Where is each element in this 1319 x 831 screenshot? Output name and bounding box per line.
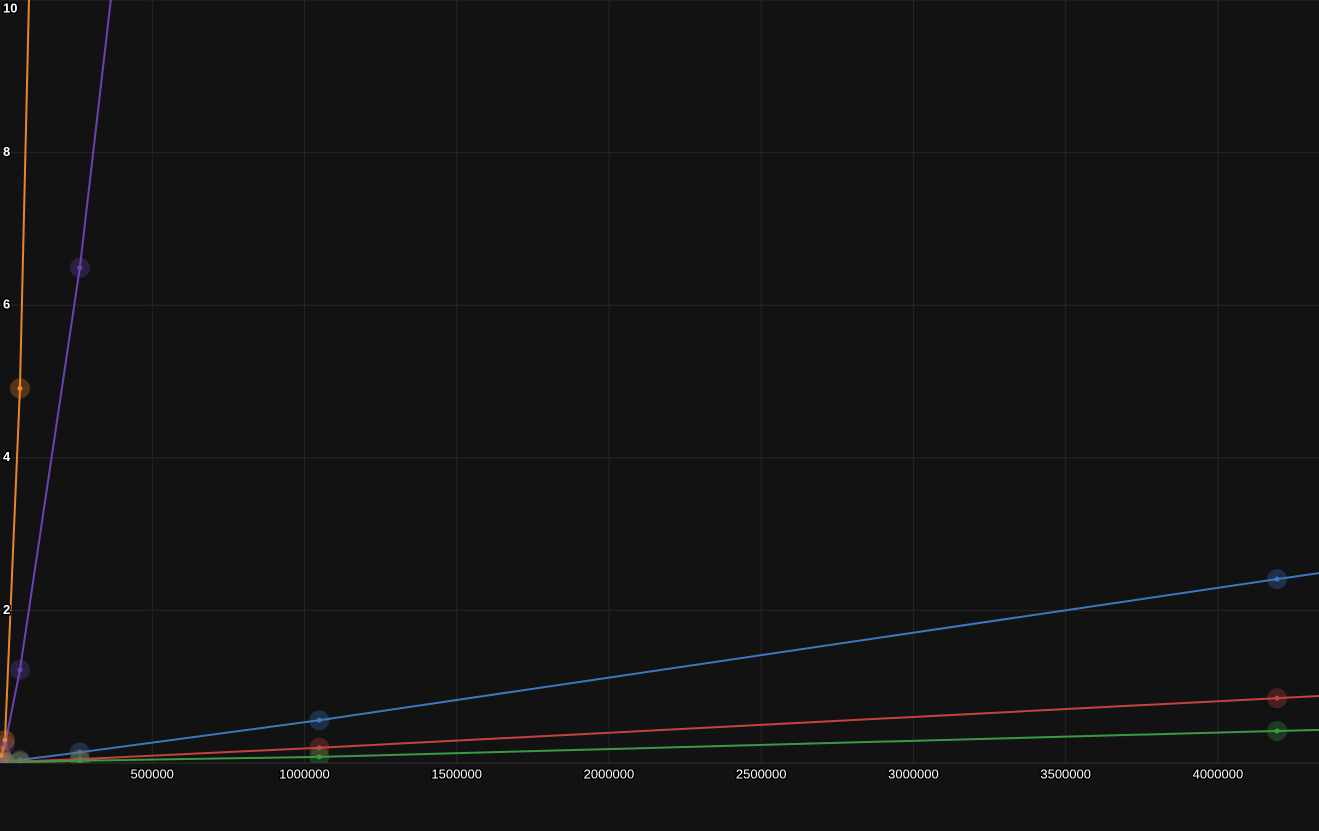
point-halo <box>0 730 15 751</box>
data-point <box>9 378 30 399</box>
point-dot <box>77 265 83 271</box>
x-tick-label: 2000000 <box>584 766 635 781</box>
point-dot <box>2 759 8 763</box>
y-tick-label: 4 <box>3 449 11 464</box>
data-point <box>1267 569 1288 590</box>
data-point <box>9 752 30 763</box>
x-tick-label: 500000 <box>131 766 174 781</box>
data-point <box>69 742 90 763</box>
point-halo <box>9 749 30 763</box>
data-point <box>1267 688 1288 709</box>
y-tick-label: 6 <box>3 297 10 312</box>
x-tick-label: 2500000 <box>736 766 787 781</box>
data-point <box>69 257 90 278</box>
point-dot <box>1274 728 1280 734</box>
point-halo <box>69 750 90 763</box>
y-tick-label: 2 <box>3 602 10 617</box>
x-tick-label: 1500000 <box>431 766 482 781</box>
point-dot <box>17 667 23 673</box>
point-dot <box>2 742 8 748</box>
point-halo <box>9 751 30 763</box>
point-dot <box>0 758 4 763</box>
point-halo <box>69 749 90 763</box>
point-dot <box>17 385 23 391</box>
point-dot <box>1274 576 1280 582</box>
x-tick-label: 4000000 <box>1193 766 1244 781</box>
data-point <box>69 750 90 763</box>
point-dot <box>2 737 8 743</box>
point-dot <box>77 749 83 755</box>
data-point <box>9 659 30 680</box>
data-point <box>0 745 12 763</box>
data-point <box>309 746 330 763</box>
point-dot <box>0 752 4 758</box>
point-dot <box>1274 695 1280 701</box>
data-point <box>1267 720 1288 741</box>
y-tick-label: 8 <box>3 144 10 159</box>
plot-area <box>0 0 1319 763</box>
point-dot <box>316 754 322 760</box>
point-halo <box>0 745 12 763</box>
y-tick-label: 10 <box>3 0 17 15</box>
data-point <box>0 730 15 751</box>
data-point <box>0 752 15 763</box>
data-point <box>309 710 330 731</box>
x-tick-label: 3000000 <box>888 766 939 781</box>
x-tick-label: 1000000 <box>279 766 330 781</box>
data-point <box>309 737 330 758</box>
point-dot <box>316 745 322 751</box>
x-tick-label: 3500000 <box>1040 766 1091 781</box>
series-line <box>0 0 30 756</box>
point-dot <box>77 758 83 763</box>
point-dot <box>17 759 23 763</box>
point-halo <box>9 752 30 763</box>
point-dot <box>316 717 322 723</box>
